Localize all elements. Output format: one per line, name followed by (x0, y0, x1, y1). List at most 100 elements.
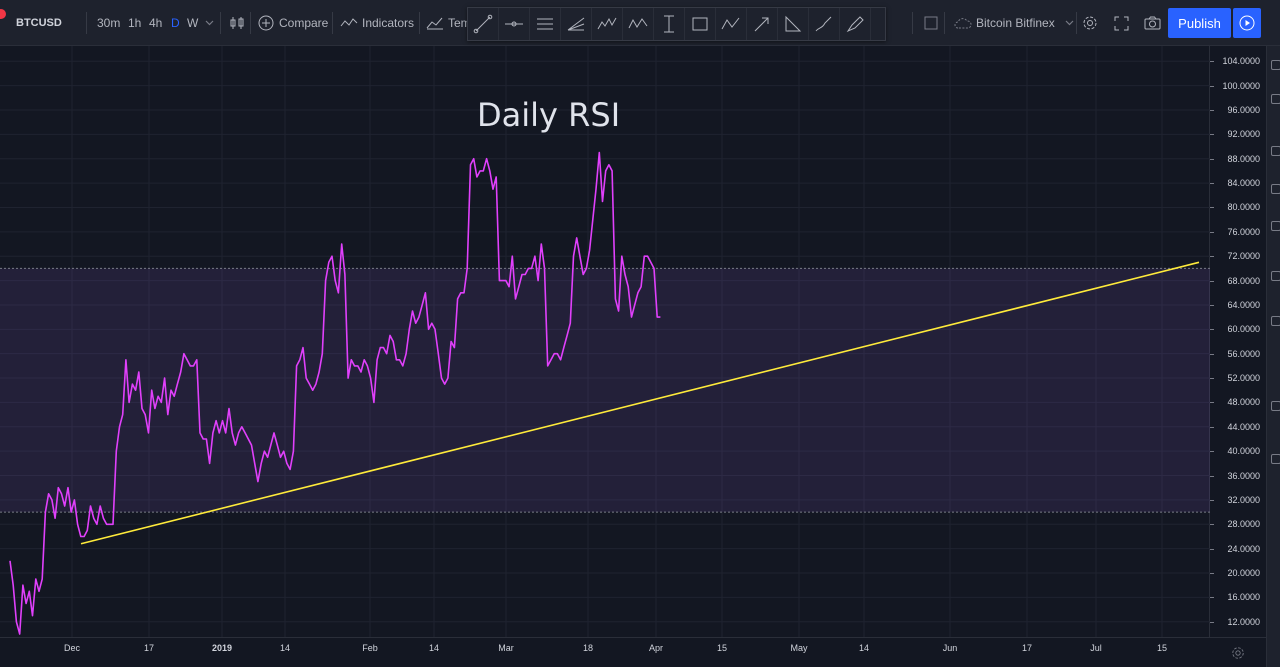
price-label: 76.0000 (1227, 226, 1260, 237)
right-sidebar (1266, 46, 1280, 667)
notifications-icon[interactable] (1271, 401, 1280, 411)
time-label: May (790, 643, 808, 653)
time-label: Jun (942, 643, 958, 653)
publish-button[interactable]: Publish (1168, 8, 1231, 38)
toolbar-divider (912, 12, 913, 34)
interval-1h[interactable]: 1h (128, 16, 142, 30)
help-icon[interactable] (1271, 454, 1280, 464)
time-label: Dec (63, 643, 81, 653)
pitchfork-icon-glyph (567, 17, 585, 31)
compare-button[interactable]: Compare (258, 0, 328, 46)
chart-pane[interactable]: Daily RSI (0, 46, 1210, 637)
chat-icon[interactable] (1271, 316, 1280, 326)
price-label: 64.0000 (1227, 299, 1260, 310)
price-tick (1210, 426, 1214, 428)
price-label: 20.0000 (1227, 568, 1260, 579)
time-label: 14 (428, 643, 440, 653)
price-label: 36.0000 (1227, 470, 1260, 481)
publish-play-icon[interactable] (1233, 8, 1261, 38)
price-label: 40.0000 (1227, 446, 1260, 457)
price-tick (1210, 231, 1214, 233)
data-window-icon[interactable] (1271, 146, 1280, 156)
exchange-selector[interactable]: Bitcoin Bitfinex (954, 0, 1074, 46)
indicators-button[interactable]: Indicators (340, 0, 414, 46)
gear-icon[interactable] (1082, 0, 1098, 46)
text-cursor-icon[interactable] (654, 8, 685, 40)
chart-title: Daily RSI (477, 96, 621, 134)
price-label: 92.0000 (1227, 129, 1260, 140)
brush-icon[interactable] (809, 8, 840, 40)
interval-30m[interactable]: 30m (97, 16, 121, 30)
hotlist-icon[interactable] (1271, 184, 1280, 194)
rsi-series-line (9, 151, 661, 635)
templates-button[interactable]: Tem (426, 0, 471, 46)
price-tick (1210, 524, 1214, 526)
plus-circle-icon (258, 15, 274, 31)
price-label: 68.0000 (1227, 275, 1260, 286)
triangle-icon[interactable] (778, 8, 809, 40)
toolbar-divider (220, 12, 221, 34)
symbol-search[interactable]: BTCUSD (16, 17, 62, 29)
abcd-pattern-icon[interactable] (716, 8, 747, 40)
text-cursor-icon-glyph (664, 15, 674, 33)
price-label: 88.0000 (1227, 153, 1260, 164)
pitchfork-icon[interactable] (561, 8, 592, 40)
interval-weekly[interactable]: W (187, 16, 199, 30)
time-label: 17 (143, 643, 155, 653)
price-label: 80.0000 (1227, 202, 1260, 213)
price-label: 72.0000 (1227, 251, 1260, 262)
price-label: 44.0000 (1227, 421, 1260, 432)
elliott-wave-icon-glyph (597, 17, 617, 30)
price-label: 104.0000 (1222, 56, 1260, 67)
parallel-channel-icon-glyph (537, 18, 553, 30)
toolbar-divider (1076, 12, 1077, 34)
chevron-down-icon (1065, 20, 1074, 26)
interval-dropdown-chevron-icon[interactable] (205, 0, 214, 46)
rsi-chart[interactable] (0, 46, 1210, 637)
calendar-icon[interactable] (1271, 221, 1280, 231)
price-tick (1210, 61, 1214, 63)
interval-daily[interactable]: D (171, 16, 180, 30)
axis-settings-gear-icon[interactable] (1210, 637, 1266, 667)
price-label: 28.0000 (1227, 519, 1260, 530)
parallel-channel-icon[interactable] (530, 8, 561, 40)
time-label: 14 (858, 643, 870, 653)
price-tick (1210, 402, 1214, 404)
elliott-wave-icon[interactable] (592, 8, 623, 40)
interval-4h[interactable]: 4h (149, 16, 163, 30)
triangle-icon-glyph (785, 15, 802, 32)
time-label: 17 (1021, 643, 1033, 653)
arrow-icon[interactable] (747, 8, 778, 40)
watchlist-icon[interactable] (1271, 60, 1280, 70)
time-axis[interactable]: Dec 17 2019 14 Feb 14 Mar 18 Apr 15 May 14 Jun 17 Jul 1… (0, 637, 1210, 667)
xabcd-pattern-icon[interactable] (623, 8, 654, 40)
price-tick (1210, 304, 1214, 306)
price-label: 100.0000 (1222, 80, 1260, 91)
price-tick (1210, 499, 1214, 501)
fullscreen-icon[interactable] (1114, 0, 1129, 46)
time-label: 18 (582, 643, 594, 653)
layout-icon[interactable] (924, 0, 938, 46)
toolbar-divider (944, 12, 945, 34)
time-label: 15 (1156, 643, 1168, 653)
horizontal-ray-icon[interactable] (499, 8, 530, 40)
camera-icon[interactable] (1144, 0, 1161, 46)
trend-line-icon[interactable] (468, 8, 499, 40)
price-tick (1210, 256, 1214, 258)
time-label: 15 (716, 643, 728, 653)
brush-icon-glyph (815, 16, 832, 32)
yellow-trendline (80, 261, 1200, 545)
price-tick (1210, 621, 1214, 623)
toolbar-divider (419, 12, 420, 34)
ideas-icon[interactable] (1271, 271, 1280, 281)
time-label: Apr (648, 643, 664, 653)
alerts-icon[interactable] (1271, 94, 1280, 104)
price-label: 56.0000 (1227, 348, 1260, 359)
compare-label: Compare (279, 16, 329, 30)
time-label: 2019 (211, 643, 233, 653)
candles-icon[interactable] (229, 0, 245, 46)
toolbar-divider (250, 12, 251, 34)
highlighter-icon[interactable] (840, 8, 871, 40)
price-axis[interactable]: 12.0000 16.0000 20.0000 24.0000 28.0000 32.00… (1210, 46, 1266, 637)
rectangle-icon[interactable] (685, 8, 716, 40)
